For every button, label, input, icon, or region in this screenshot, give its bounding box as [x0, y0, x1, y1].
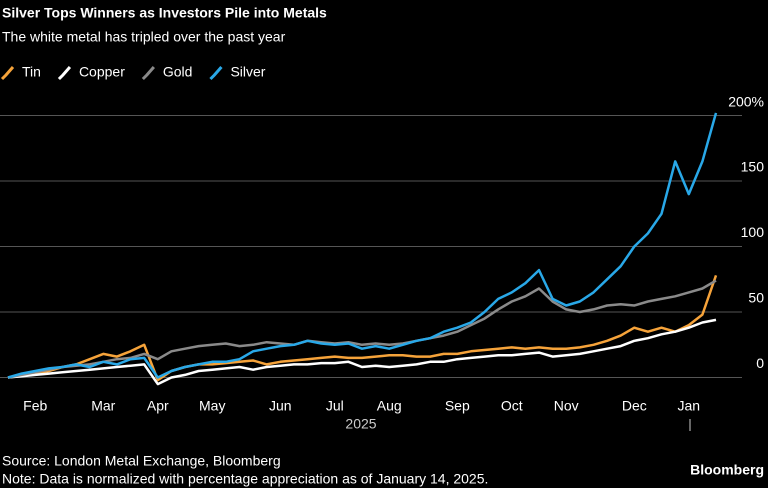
legend-label: Silver — [230, 64, 265, 80]
year-label: 2025 — [345, 416, 376, 432]
legend-label: Copper — [79, 64, 125, 80]
series-line — [7, 279, 717, 379]
y-tick-label: 50 — [748, 290, 764, 306]
x-tick-label: Jun — [269, 398, 292, 414]
x-tick-label: Sep — [445, 398, 470, 414]
legend-icon — [57, 66, 72, 81]
legend-icon — [141, 66, 155, 81]
chart-title: Silver Tops Winners as Investors Pile in… — [2, 5, 327, 21]
x-tick-label: Oct — [501, 398, 523, 414]
y-tick-label: 100 — [741, 224, 765, 240]
y-tick-label: 0 — [756, 355, 764, 371]
series-line — [7, 112, 718, 379]
source: Source: London Metal Exchange, Bloomberg — [2, 453, 281, 469]
x-tick-label: Apr — [147, 398, 169, 414]
chart-subtitle: The white metal has tripled over the pas… — [2, 29, 286, 45]
legend-icon — [209, 66, 223, 81]
x-tick-label: Nov — [554, 398, 579, 414]
legend-label: Gold — [163, 64, 193, 80]
brand: Bloomberg — [690, 462, 764, 478]
y-tick-label: 150 — [741, 159, 765, 175]
x-tick-label: Dec — [622, 398, 647, 414]
legend-icon — [0, 66, 15, 81]
x-tick-label: Jan — [677, 398, 700, 414]
legend-label: Tin — [22, 64, 41, 80]
x-tick-label: Jul — [326, 398, 344, 414]
note: Note: Data is normalized with percentage… — [2, 471, 488, 487]
x-tick-label: Feb — [23, 398, 47, 414]
x-tick-label: Mar — [91, 398, 115, 414]
y-tick-label: 200% — [728, 93, 764, 109]
x-tick-label: May — [199, 398, 225, 414]
series-line — [7, 318, 717, 386]
x-tick-label: Aug — [377, 398, 402, 414]
series-line — [7, 274, 718, 382]
